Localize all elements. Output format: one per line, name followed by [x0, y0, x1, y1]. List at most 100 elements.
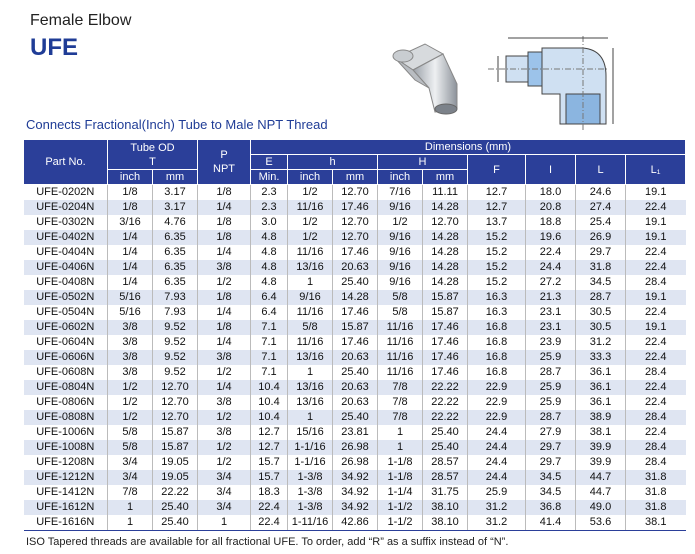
- table-cell: 1: [377, 425, 423, 440]
- table-cell: 1/4: [107, 245, 153, 260]
- table-cell: 22.4: [625, 335, 686, 350]
- table-row: UFE-0202N 1/8 3.17 1/8 2.3 1/2 12.70 7/16 11.11 1…: [24, 184, 686, 200]
- table-row: UFE-0302N 3/16 4.76 1/8 3.0 1/2 12.70 1/2 12.70 1…: [24, 215, 686, 230]
- table-cell: UFE-1412N: [36, 486, 95, 498]
- table-cell: 21.3: [525, 290, 576, 305]
- table-cell: 1/2: [377, 215, 423, 230]
- table-cell: 1: [287, 275, 333, 290]
- table-cell: 31.75: [422, 485, 468, 500]
- table-cell: 19.1: [625, 215, 686, 230]
- table-cell: 15/16: [287, 425, 333, 440]
- table-cell: 25.40: [422, 425, 468, 440]
- table-cell: 17.46: [332, 200, 378, 215]
- table-cell: 1-1/8: [377, 455, 423, 470]
- table-cell: 3/8: [107, 365, 153, 380]
- table-cell: 22.4: [250, 515, 288, 531]
- table-cell: 29.7: [525, 455, 576, 470]
- table-cell: 36.1: [575, 395, 626, 410]
- table-cell: 11/16: [287, 335, 333, 350]
- table-cell: 19.1: [625, 290, 686, 305]
- table-cell: 12.70: [151, 395, 198, 410]
- table-cell: 1/2: [107, 395, 153, 410]
- table-row: UFE-0504N 5/16 7.93 1/4 6.4 11/16 17.46 5/8 15.8…: [24, 305, 686, 320]
- table-cell: 16.3: [467, 305, 526, 320]
- table-cell: 3/8: [197, 395, 251, 410]
- header-text: Tube OD: [130, 141, 175, 154]
- table-cell: 28.7: [525, 365, 576, 380]
- header-cell: L: [575, 154, 627, 185]
- table-cell: 17.46: [332, 245, 378, 260]
- table-row: UFE-0602N 3/8 9.52 1/8 7.1 5/8 15.87 11/16 17.46…: [23, 320, 686, 335]
- table-cell: 1-11/16: [287, 515, 333, 531]
- table-cell: 25.9: [525, 350, 576, 365]
- table-cell: 1/4: [197, 380, 251, 395]
- table-cell: 11/16: [287, 200, 333, 215]
- table-cell: 38.9: [575, 410, 626, 425]
- table-cell: 36.1: [575, 380, 626, 395]
- table-cell: 15.2: [467, 260, 526, 275]
- table-cell: 11.11: [422, 184, 468, 200]
- table-cell: 17.46: [422, 320, 468, 335]
- table-cell: 13/16: [287, 350, 333, 365]
- header-cell: F: [467, 154, 527, 185]
- table-cell: 22.22: [151, 485, 198, 500]
- footnote: ISO Tapered threads are available for al…: [26, 536, 509, 548]
- table-cell: 44.7: [575, 470, 626, 485]
- table-cell: 3.17: [151, 184, 198, 200]
- table-cell: 1/8: [107, 200, 153, 215]
- table-cell: 15.2: [467, 275, 526, 290]
- table-cell: 9/16: [377, 245, 423, 260]
- table-cell: 19.6: [525, 230, 576, 245]
- table-cell: 22.22: [422, 395, 468, 410]
- table-cell: UFE-0408N: [36, 276, 95, 288]
- table-cell: 7.93: [151, 305, 198, 320]
- table-cell: UFE-0804N: [23, 380, 108, 395]
- table-cell: 24.4: [467, 425, 526, 440]
- spec-table: Part No. Tube OD T P NPT Dimensions (mm) E…: [23, 139, 687, 531]
- table-cell: 1/2: [107, 380, 153, 395]
- table-cell: 53.6: [575, 515, 626, 531]
- table-cell: 12.7: [467, 200, 526, 215]
- table-cell: 1/2: [197, 365, 251, 380]
- table-cell: 10.4: [250, 380, 288, 395]
- table-cell: 14.28: [422, 200, 468, 215]
- table-cell: 38.10: [422, 515, 468, 531]
- table-cell: 15.87: [151, 440, 198, 455]
- table-cell: 12.70: [332, 184, 378, 200]
- table-cell: UFE-1008N: [23, 440, 108, 455]
- table-cell: 15.2: [467, 245, 526, 260]
- table-cell: 12.70: [151, 410, 198, 425]
- table-cell: 2.3: [250, 184, 288, 200]
- table-row: UFE-1208N 3/4 19.05 1/2 15.7 1-1/16 26.98 1-1/8…: [24, 455, 686, 470]
- table-cell: 3/4: [197, 500, 251, 515]
- table-cell: 22.9: [467, 410, 526, 425]
- table-cell: 49.0: [575, 500, 626, 515]
- table-cell: 9/16: [377, 200, 423, 215]
- table-cell: 6.35: [151, 245, 198, 260]
- table-cell: 1/2: [287, 230, 333, 245]
- table-cell: 26.9: [575, 230, 626, 245]
- table-cell: 34.92: [332, 470, 378, 485]
- table-cell: 22.4: [625, 425, 686, 440]
- table-cell: 1/2: [197, 440, 251, 455]
- table-row: UFE-0604N 3/8 9.52 1/4 7.1 11/16 17.46 11/16 17.…: [24, 335, 686, 350]
- table-cell: 3/8: [107, 350, 153, 365]
- table-cell: 34.92: [332, 485, 378, 500]
- table-cell: 12.70: [332, 230, 378, 245]
- description: Connects Fractional(Inch) Tube to Male N…: [26, 117, 328, 132]
- table-cell: 19.1: [625, 230, 686, 245]
- table-cell: 33.3: [575, 350, 626, 365]
- table-cell: 1-3/8: [287, 470, 333, 485]
- table-cell: 31.8: [625, 500, 686, 515]
- table-cell: 11/16: [287, 305, 333, 320]
- table-cell: 12.70: [151, 380, 198, 395]
- table-cell: 24.4: [467, 470, 526, 485]
- table-cell: 1/4: [107, 275, 153, 290]
- table-cell: 22.4: [625, 350, 686, 365]
- table-cell: 9.52: [151, 365, 198, 380]
- table-cell: 7.1: [250, 335, 288, 350]
- table-cell: 7.1: [250, 350, 288, 365]
- table-cell: 6.4: [250, 305, 288, 320]
- table-cell: 12.7: [250, 440, 288, 455]
- header-text: NPT: [213, 163, 236, 175]
